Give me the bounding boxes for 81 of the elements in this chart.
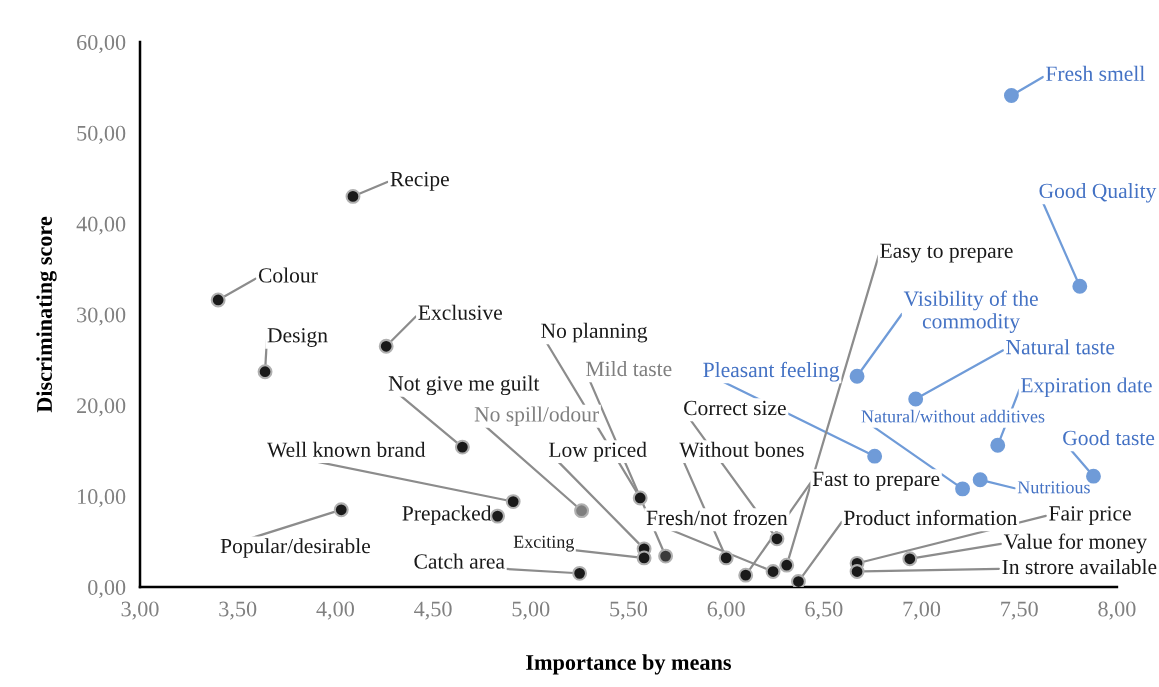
- annotation: Visibility of the commodity: [903, 290, 1038, 333]
- annotation: Popular/desirable: [220, 538, 371, 558]
- x-tick-label: 6,50: [805, 601, 843, 620]
- y-tick-label: 30,00: [77, 307, 126, 326]
- point: [955, 481, 971, 497]
- annotation: Catch area: [414, 553, 505, 569]
- x-tick-label: 7,50: [1001, 601, 1038, 620]
- point: [867, 448, 883, 464]
- point: [738, 567, 754, 583]
- annotation: Not give me guilt: [388, 375, 540, 396]
- annotation: Correct size: [684, 400, 786, 416]
- point: [791, 574, 806, 587]
- point: [345, 188, 361, 204]
- point: [769, 531, 785, 547]
- annotation: Fair price: [1049, 506, 1131, 525]
- annotation: In strore available: [1002, 559, 1157, 575]
- point: [718, 550, 734, 566]
- point: [636, 550, 652, 566]
- annotation: Prepacked: [402, 505, 492, 525]
- point: [574, 503, 590, 519]
- annotation: Expiration date: [1021, 377, 1152, 397]
- point: [990, 437, 1006, 453]
- point: [849, 368, 865, 384]
- point: [902, 551, 918, 567]
- annotation: Design: [267, 328, 328, 347]
- annotation: No planning: [541, 322, 648, 343]
- point: [454, 439, 470, 455]
- annotation: Easy to prepare: [880, 243, 1013, 263]
- x-tick-label: 5,00: [512, 601, 550, 620]
- point: [765, 564, 781, 579]
- y-axis-title: Discriminating score: [36, 216, 57, 413]
- y-tick-label: 50,00: [77, 125, 126, 144]
- annotation: Good taste: [1063, 430, 1155, 446]
- point: [505, 494, 521, 510]
- annotation: Fresh smell: [1046, 65, 1145, 81]
- annotation: Exclusive: [418, 304, 502, 320]
- annotation: Fresh/not frozen: [646, 509, 788, 526]
- annotation: Colour: [258, 267, 318, 283]
- annotation: Value for money: [1003, 533, 1147, 554]
- x-tick-label: 4,00: [316, 601, 354, 620]
- x-tick-label: 5,50: [610, 601, 648, 620]
- annotation: Natural taste: [1006, 339, 1115, 355]
- x-tick-label: 6,00: [707, 601, 745, 620]
- annotation: Pleasant feeling: [703, 361, 840, 382]
- point: [1003, 88, 1019, 104]
- annotation: Recipe: [390, 171, 449, 191]
- y-tick-label: 10,00: [78, 489, 126, 508]
- x-tick-label: 8,00: [1098, 601, 1136, 620]
- point: [378, 338, 394, 354]
- y-tick-label: 40,00: [76, 216, 126, 235]
- x-tick-label: 3,00: [121, 601, 159, 620]
- point: [849, 564, 865, 579]
- annotation: Exciting: [513, 535, 575, 552]
- y-tick-label: 60,00: [77, 34, 126, 54]
- point: [1072, 278, 1088, 294]
- point: [658, 548, 674, 564]
- point: [779, 557, 795, 573]
- annotation: Nutritious: [1017, 481, 1090, 494]
- annotation: Fast to prepare: [812, 471, 940, 491]
- y-tick-label: 20,00: [77, 398, 126, 417]
- point: [210, 292, 226, 308]
- y-tick-label: 0,00: [88, 579, 126, 599]
- point: [908, 391, 924, 407]
- annotation: Without bones: [679, 441, 804, 458]
- point: [490, 508, 505, 524]
- x-tick-label: 3,50: [219, 601, 257, 620]
- annotation: No spill/odour: [474, 406, 599, 426]
- point: [257, 364, 273, 380]
- annotation: Low priced: [548, 441, 647, 462]
- point: [972, 472, 988, 488]
- annotation: Good Quality: [1039, 182, 1157, 203]
- point: [572, 565, 588, 581]
- x-tick-label: 7,00: [903, 601, 941, 620]
- x-axis-title: Importance by means: [526, 654, 732, 675]
- point: [333, 502, 349, 518]
- annotation: Natural/without additives: [861, 409, 1045, 423]
- x-tick-label: 4,50: [414, 601, 452, 620]
- annotation: Well known brand: [267, 441, 426, 458]
- annotation: Mild taste: [586, 361, 672, 377]
- point: [632, 490, 648, 506]
- annotation: Product information: [844, 509, 1018, 526]
